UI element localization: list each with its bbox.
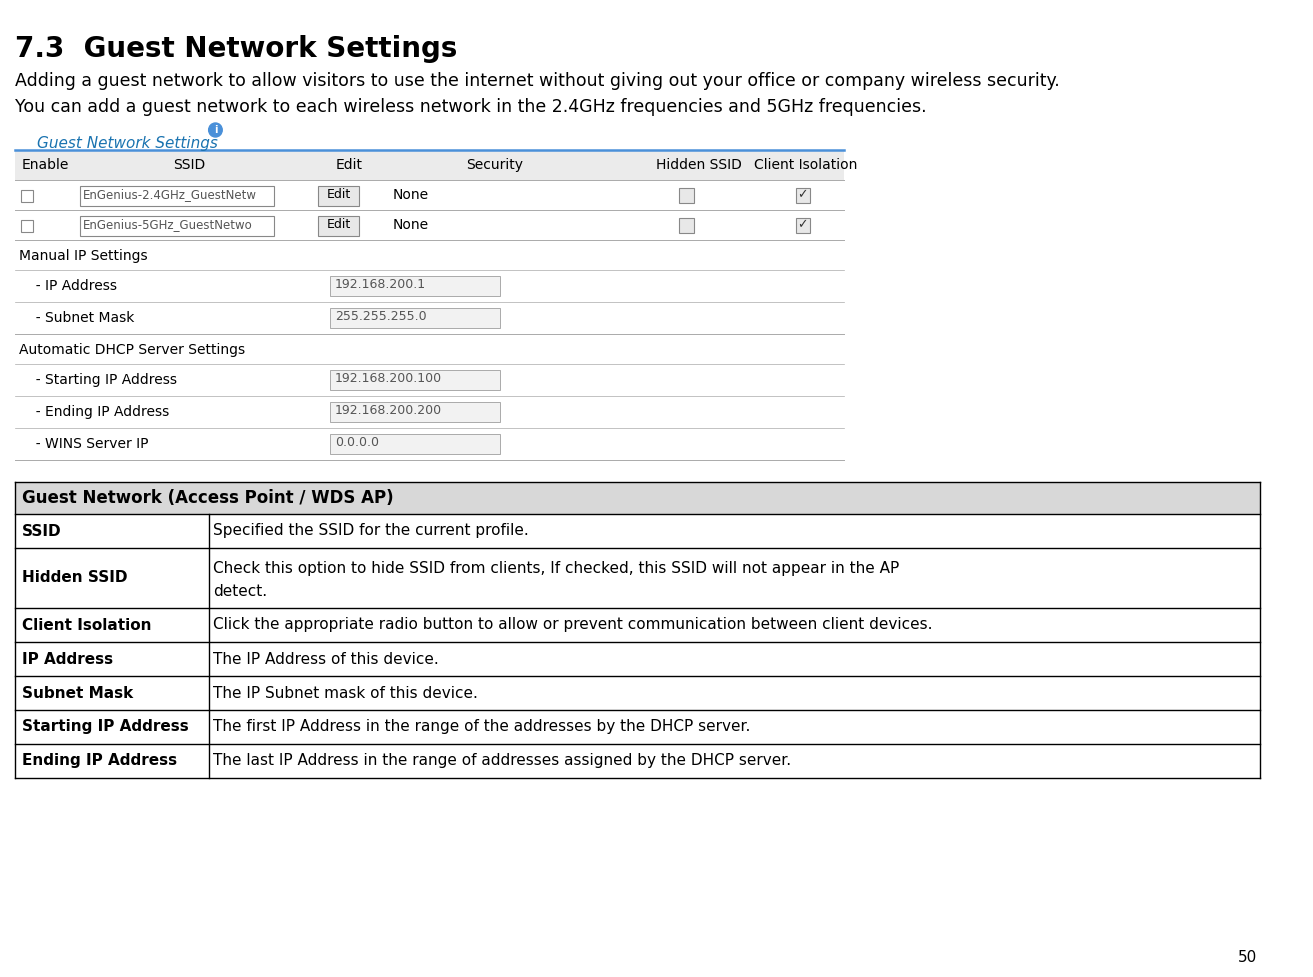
Text: - IP Address: - IP Address [28,279,117,293]
Text: None: None [393,218,429,232]
Bar [21,190,33,202]
Bar [796,188,810,203]
Text: IP Address: IP Address [22,652,113,666]
Bar [318,186,358,206]
Bar [796,218,810,233]
Text: The first IP Address in the range of the addresses by the DHCP server.: The first IP Address in the range of the… [214,719,751,735]
Text: Edit: Edit [327,189,351,201]
Text: - Starting IP Address: - Starting IP Address [28,373,177,387]
Text: i: i [214,125,217,135]
Text: Security: Security [466,158,524,172]
Text: - Subnet Mask: - Subnet Mask [28,311,134,325]
Bar [679,188,693,203]
Text: Adding a guest network to allow visitors to use the internet without giving out : Adding a guest network to allow visitors… [14,72,1060,90]
Text: ✓: ✓ [797,189,807,201]
Text: The IP Address of this device.: The IP Address of this device. [214,652,440,666]
Text: You can add a guest network to each wireless network in the 2.4GHz frequencies a: You can add a guest network to each wire… [14,98,926,116]
Text: Edit: Edit [336,158,362,172]
Text: Specified the SSID for the current profile.: Specified the SSID for the current profi… [214,524,529,538]
Text: 192.168.200.100: 192.168.200.100 [335,372,442,386]
Text: Manual IP Settings: Manual IP Settings [20,249,148,263]
Text: Hidden SSID: Hidden SSID [22,571,127,585]
Text: Guest Network (Access Point / WDS AP): Guest Network (Access Point / WDS AP) [22,489,394,507]
Text: 192.168.200.1: 192.168.200.1 [335,278,425,291]
Text: SSID: SSID [173,158,205,172]
Text: None: None [393,188,429,202]
Circle shape [209,123,222,137]
Text: Ending IP Address: Ending IP Address [22,753,177,769]
Text: Subnet Mask: Subnet Mask [22,686,134,701]
Text: - WINS Server IP: - WINS Server IP [28,437,148,451]
Bar [21,220,33,232]
Text: Edit: Edit [327,219,351,232]
Text: Client Isolation: Client Isolation [22,617,152,632]
Text: The IP Subnet mask of this device.: The IP Subnet mask of this device. [214,686,478,701]
Text: EnGenius-5GHz_GuestNetwo: EnGenius-5GHz_GuestNetwo [83,219,252,232]
Text: The last IP Address in the range of addresses assigned by the DHCP server.: The last IP Address in the range of addr… [214,753,792,769]
Text: Starting IP Address: Starting IP Address [22,719,189,735]
Text: ✓: ✓ [797,219,807,232]
Text: Hidden SSID: Hidden SSID [655,158,742,172]
Text: 50: 50 [1237,951,1257,965]
Text: - Ending IP Address: - Ending IP Address [28,405,169,419]
Text: Check this option to hide SSID from clients, If checked, this SSID will not appe: Check this option to hide SSID from clie… [214,562,899,576]
Bar [318,216,358,236]
Bar [330,370,500,390]
Bar [330,276,500,296]
Text: Client Isolation: Client Isolation [754,158,857,172]
Bar [80,186,273,206]
Bar [80,216,273,236]
Bar [14,482,1259,514]
Text: Automatic DHCP Server Settings: Automatic DHCP Server Settings [20,343,246,357]
Bar [330,402,500,422]
Text: Click the appropriate radio button to allow or prevent communication between cli: Click the appropriate radio button to al… [214,617,934,632]
Text: 7.3  Guest Network Settings: 7.3 Guest Network Settings [14,35,457,63]
Text: 255.255.255.0: 255.255.255.0 [335,311,427,323]
Bar [14,150,844,180]
Text: SSID: SSID [22,524,62,538]
Text: Guest Network Settings: Guest Network Settings [37,136,218,151]
Text: detect.: detect. [214,583,268,599]
Bar [679,218,693,233]
Bar [330,308,500,328]
Text: Enable: Enable [21,158,68,172]
Text: 0.0.0.0: 0.0.0.0 [335,437,379,449]
Bar [330,434,500,454]
Text: 192.168.200.200: 192.168.200.200 [335,404,442,417]
Text: EnGenius-2.4GHz_GuestNetw: EnGenius-2.4GHz_GuestNetw [83,189,256,201]
